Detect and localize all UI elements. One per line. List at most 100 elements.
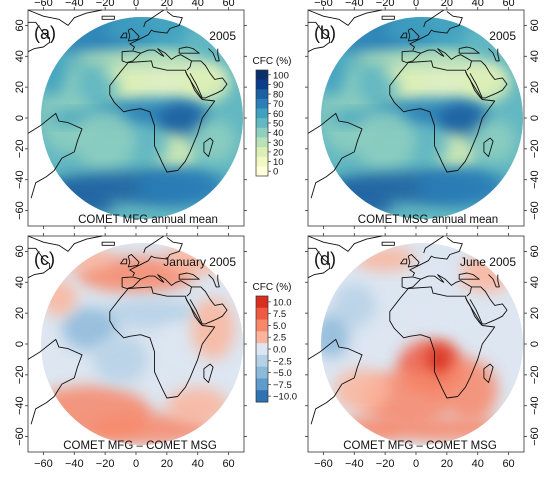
tick-label: −40 <box>65 458 84 470</box>
colorbar-tick-label: 10.0 <box>273 297 292 308</box>
tick-label: 40 <box>472 0 484 9</box>
coast-ireland <box>120 258 128 265</box>
tick-label: 0 <box>14 115 26 121</box>
panel-d: (d) June 2005 COMET MFG – COMET MSG <box>307 235 525 453</box>
tick-label: 20 <box>441 0 453 9</box>
coast-europe-north <box>129 237 183 277</box>
colorbar-tick-label: 50 <box>273 119 284 130</box>
tick-label: −60 <box>314 0 333 9</box>
coast-arabia <box>189 286 228 325</box>
tick-label: −60 <box>34 0 53 9</box>
colorbar-tick-label: 80 <box>273 90 284 101</box>
panel-label: COMET MFG annual mean <box>78 214 218 226</box>
coastlines <box>27 9 228 199</box>
colorbar-swatch <box>256 147 268 158</box>
colorbar-tick-label: 100 <box>273 70 289 81</box>
tick-label: 60 <box>529 19 541 31</box>
colorbar-tick-label: −7.5 <box>273 380 292 391</box>
tick-label: 0 <box>413 458 419 470</box>
tick-label: −60 <box>34 458 53 470</box>
coast-ireland <box>400 32 408 39</box>
tick-label: −60 <box>529 427 541 446</box>
field-patch <box>74 110 136 172</box>
tick-label: 40 <box>529 276 541 288</box>
tick-label: −60 <box>14 201 26 220</box>
colorbar-swatch <box>256 366 268 379</box>
tick-label: −60 <box>529 201 541 220</box>
tick-label: −20 <box>529 140 541 159</box>
coast-africa <box>109 286 216 399</box>
coast-scandinavia <box>143 9 165 28</box>
coast-black-sea <box>458 46 480 54</box>
tick-label: 40 <box>192 0 204 9</box>
tick-label: 40 <box>14 50 26 62</box>
colorbar-tick-label: 2.5 <box>273 333 286 344</box>
colorbar-swatch <box>256 296 268 309</box>
colorbar-diff: CFC (%) 10.07.55.02.50.0−2.5−5.0−7.5−10.… <box>253 282 297 403</box>
coast-red-sea <box>465 297 483 326</box>
coast-arabia <box>189 60 228 99</box>
field-blobs <box>321 246 517 442</box>
coast-europe-north <box>129 11 183 51</box>
colorbar-swatch <box>256 319 268 332</box>
coast-madagascar <box>203 137 214 158</box>
coast-britain <box>407 28 420 42</box>
colorbar-swatch <box>256 354 268 368</box>
tick-label: 40 <box>14 276 26 288</box>
coast-britain <box>127 28 140 42</box>
coast-north-america <box>307 21 331 53</box>
colorbar-tick-label: 5.0 <box>273 321 286 332</box>
tick-label: 0 <box>529 341 541 347</box>
colorbar-tick-label: 7.5 <box>273 309 286 320</box>
tick-label: 20 <box>14 307 26 319</box>
coastlines <box>27 235 228 425</box>
colorbar-swatch <box>256 89 268 100</box>
panel-b: (b) 2005 COMET MSG annual mean <box>307 9 525 227</box>
colorbar-tick-label: 90 <box>273 80 284 91</box>
tick-label: 20 <box>14 81 26 93</box>
tick-label: 20 <box>529 307 541 319</box>
colorbar-swatch <box>256 156 268 167</box>
coast-madagascar <box>483 137 494 158</box>
panel-a: (a) 2005 COMET MFG annual mean <box>27 9 245 227</box>
coast-iberia <box>121 276 142 289</box>
colorbar-swatch <box>256 137 268 148</box>
coast-south-america <box>27 338 83 425</box>
colorbar-tick-label: 10 <box>273 157 284 168</box>
panel-letter: (b) <box>314 23 336 43</box>
field-patch <box>166 387 229 425</box>
field-patch <box>92 334 149 385</box>
tick-label: −40 <box>65 0 84 9</box>
coast-africa <box>389 286 496 399</box>
tick-label: 40 <box>192 458 204 470</box>
tick-label: 60 <box>222 458 234 470</box>
coast-greenland <box>27 9 103 26</box>
coast-black-sea <box>178 272 200 280</box>
tick-label: 20 <box>529 81 541 93</box>
coast-red-sea <box>465 71 483 100</box>
tick-label: −20 <box>14 366 26 385</box>
coast-scandinavia <box>423 235 445 254</box>
tick-label: −20 <box>376 0 395 9</box>
colorbar-swatch <box>256 118 268 129</box>
panel-letter: (a) <box>34 23 56 43</box>
coast-north-america <box>27 21 51 53</box>
axis-ticks: −60 −40 −20 0 20 40 60 60 40 20 0 −20 −40 −60 −60 −40 −2… <box>14 0 541 470</box>
tick-label: −40 <box>14 170 26 189</box>
coast-south-america <box>27 112 83 199</box>
colorbar-swatch <box>256 307 268 321</box>
tick-label: 0 <box>133 0 139 9</box>
tick-label: −60 <box>314 458 333 470</box>
coastlines <box>307 235 508 425</box>
coast-arabia <box>469 60 508 99</box>
field-patch <box>75 71 119 103</box>
coast-iberia <box>401 276 422 289</box>
colorbar-swatch <box>256 70 268 81</box>
tick-label: −20 <box>376 458 395 470</box>
coast-black-sea <box>458 272 480 280</box>
coast-iberia <box>121 50 142 63</box>
panel-letter: (c) <box>34 249 55 269</box>
colorbar-tick-label: 20 <box>273 147 284 158</box>
coast-britain <box>127 254 140 268</box>
